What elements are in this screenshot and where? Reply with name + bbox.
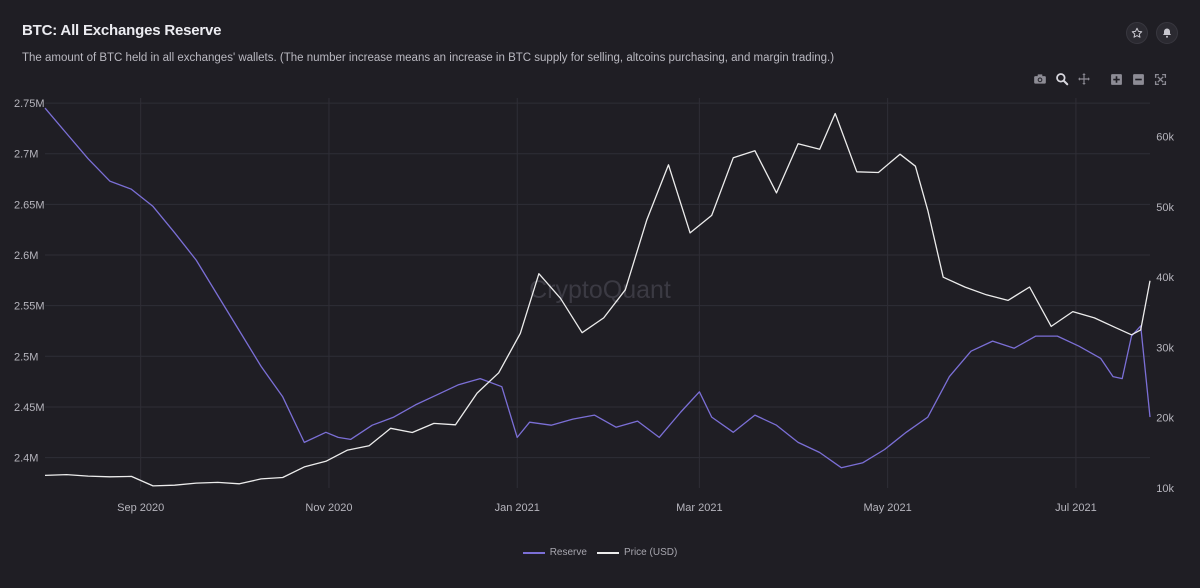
right-y-tick-label: 40k — [1156, 272, 1174, 284]
watermark: CryptoQuant — [529, 276, 671, 304]
legend-swatch-price — [596, 551, 619, 554]
bell-icon — [1163, 28, 1171, 38]
price-line — [44, 112, 1151, 487]
right-y-tick-label: 20k — [1156, 413, 1174, 425]
legend-label-reserve: Reserve — [549, 547, 587, 558]
x-tick-label: Mar 2021 — [676, 502, 722, 514]
legend-swatch-reserve — [522, 551, 545, 554]
left-y-tick-label: 2.7M — [14, 149, 38, 161]
left-y-tick-label: 2.5M — [14, 351, 38, 363]
x-axis-labels: Sep 2020 Nov 2020 Jan 2021 Mar 2021 May 2021… — [117, 502, 1097, 514]
pan-icon — [1078, 73, 1090, 85]
right-y-tick-label: 30k — [1156, 342, 1174, 354]
left-y-tick-label: 2.45M — [14, 402, 45, 414]
chart-description: The amount of BTC held in all exchanges'… — [22, 52, 835, 64]
reset-axes-button[interactable] — [1152, 71, 1168, 87]
download-png-button[interactable] — [1032, 71, 1048, 87]
legend: Reserve Price (USD) — [0, 547, 1200, 558]
zoom-out-button[interactable] — [1130, 71, 1146, 87]
zoom-icon — [1056, 73, 1069, 86]
x-tick-label: May 2021 — [863, 502, 911, 514]
pan-tool-button[interactable] — [1076, 71, 1092, 87]
reserve-line — [44, 107, 1151, 469]
legend-item-reserve[interactable]: Reserve — [522, 547, 587, 558]
left-y-tick-label: 2.55M — [14, 301, 45, 313]
series-lines — [44, 107, 1151, 487]
zoom-tool-button[interactable] — [1054, 71, 1070, 87]
right-y-tick-label: 50k — [1156, 202, 1174, 214]
left-y-tick-label: 2.65M — [14, 199, 45, 211]
zoom-in-icon — [1110, 73, 1122, 85]
x-tick-label: Jan 2021 — [495, 502, 540, 514]
x-tick-label: Sep 2020 — [117, 502, 164, 514]
star-icon — [1131, 27, 1143, 38]
page-title: BTC: All Exchanges Reserve — [22, 22, 222, 39]
left-y-tick-label: 2.4M — [14, 453, 38, 465]
chart-toolbar — [1032, 71, 1168, 87]
legend-label-price: Price (USD) — [623, 547, 678, 558]
left-y-tick-label: 2.75M — [14, 98, 45, 110]
camera-icon — [1034, 74, 1046, 84]
grid-lines — [45, 98, 1150, 488]
left-y-tick-label: 2.6M — [14, 250, 38, 262]
favorite-button[interactable] — [1126, 22, 1148, 44]
right-y-tick-label: 60k — [1156, 132, 1174, 144]
x-tick-label: Nov 2020 — [305, 502, 352, 514]
right-y-tick-label: 10k — [1156, 483, 1174, 495]
legend-item-price[interactable]: Price (USD) — [596, 547, 678, 558]
alert-button[interactable] — [1156, 22, 1178, 44]
right-axis-labels: 10k 20k 30k 40k 50k 60k — [1156, 132, 1174, 495]
reset-axes-icon — [1154, 73, 1166, 85]
zoom-out-icon — [1132, 73, 1144, 85]
zoom-in-button[interactable] — [1108, 71, 1124, 87]
left-axis-labels: 2.4M 2.45M 2.5M 2.55M 2.6M 2.65M 2.7M 2.75M — [14, 98, 45, 465]
x-tick-label: Jul 2021 — [1055, 502, 1097, 514]
